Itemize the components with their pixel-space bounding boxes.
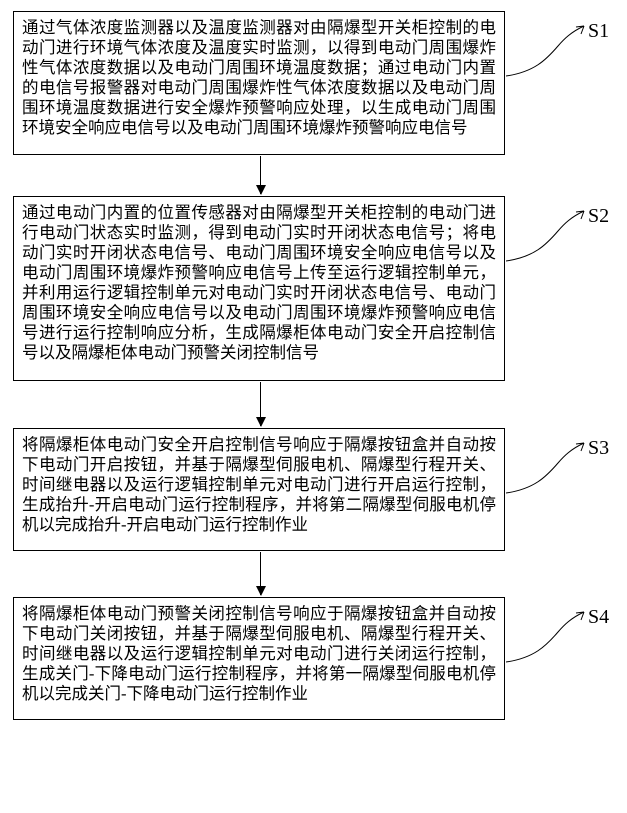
- step-box-s1: 通过气体浓度监测器以及温度监测器对由隔爆型开关柜控制的电动门进行环境气体浓度及温…: [13, 11, 505, 155]
- step-label-s3: S3: [588, 437, 609, 460]
- step-box-s2: 通过电动门内置的位置传感器对由隔爆型开关柜控制的电动门进行电动门状态实时监测，得…: [13, 196, 505, 381]
- pointer-arrow-s3: [506, 441, 588, 495]
- step-text-s2: 通过电动门内置的位置传感器对由隔爆型开关柜控制的电动门进行电动门状态实时监测，得…: [22, 203, 496, 363]
- step-box-s3: 将隔爆柜体电动门安全开启控制信号响应于隔爆按钮盒并自动按下电动门开启按钮，并基于…: [13, 428, 505, 551]
- step-label-s4: S4: [588, 606, 609, 629]
- step-label-s1: S1: [588, 20, 609, 43]
- step-text-s4: 将隔爆柜体电动门预警关闭控制信号响应于隔爆按钮盒并自动按下电动门关闭按钮，并基于…: [22, 604, 496, 704]
- pointer-arrow-s1: [506, 24, 588, 78]
- step-text-s3: 将隔爆柜体电动门安全开启控制信号响应于隔爆按钮盒并自动按下电动门开启按钮，并基于…: [22, 435, 496, 535]
- flow-arrow-s2-s3: [260, 382, 261, 426]
- pointer-arrow-s2: [506, 209, 588, 263]
- step-label-s2: S2: [588, 205, 609, 228]
- flow-arrow-s3-s4: [260, 552, 261, 595]
- step-text-s1: 通过气体浓度监测器以及温度监测器对由隔爆型开关柜控制的电动门进行环境气体浓度及温…: [22, 18, 496, 138]
- step-box-s4: 将隔爆柜体电动门预警关闭控制信号响应于隔爆按钮盒并自动按下电动门关闭按钮，并基于…: [13, 597, 505, 720]
- pointer-arrow-s4: [506, 610, 588, 664]
- flow-arrow-s1-s2: [260, 156, 261, 194]
